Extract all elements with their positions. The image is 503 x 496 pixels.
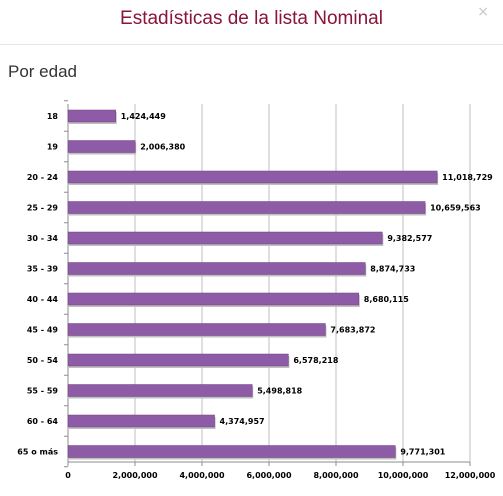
category-label: 20 - 24: [27, 173, 59, 182]
value-label: 8,874,733: [370, 265, 415, 274]
category-label: 60 - 64: [27, 417, 59, 426]
value-label: 1,424,449: [121, 112, 166, 121]
x-tick-label: 6,000,000: [246, 471, 291, 480]
bar: [67, 384, 253, 397]
x-tick-label: 2,000,000: [112, 471, 157, 480]
category-label: 55 - 59: [27, 387, 59, 396]
x-tick-label: 0: [65, 471, 71, 480]
category-label: 50 - 54: [27, 356, 59, 365]
section-title: Por edad: [8, 62, 77, 81]
x-tick-label: 8,000,000: [313, 471, 358, 480]
value-label: 2,006,380: [140, 143, 185, 152]
value-label: 9,771,301: [400, 448, 445, 457]
x-tick-label: 12,000,000: [445, 471, 496, 480]
bar: [67, 201, 426, 214]
bar: [67, 109, 116, 123]
value-label: 11,018,729: [442, 173, 493, 182]
bar: [67, 323, 326, 336]
bar: [67, 170, 438, 184]
category-label: 30 - 34: [27, 234, 59, 243]
x-tick-label: 10,000,000: [378, 471, 429, 480]
bar: [67, 231, 383, 245]
x-tick-label: 4,000,000: [179, 471, 224, 480]
modal-header: Estadísticas de la lista Nominal ×: [0, 0, 503, 45]
bar: [67, 353, 289, 367]
value-label: 6,578,218: [293, 356, 338, 365]
bar: [67, 414, 215, 428]
category-label: 25 - 29: [27, 204, 59, 213]
bar: [67, 445, 396, 458]
close-button[interactable]: ×: [477, 4, 489, 20]
category-label: 40 - 44: [27, 295, 59, 304]
value-label: 7,683,872: [330, 326, 375, 335]
category-label: 18: [47, 112, 59, 121]
value-label: 8,680,115: [364, 295, 409, 304]
category-label: 45 - 49: [27, 326, 59, 335]
value-label: 10,659,563: [430, 204, 481, 213]
value-label: 9,382,577: [387, 234, 432, 243]
bar: [67, 140, 136, 153]
value-label: 4,374,957: [220, 417, 265, 426]
value-label: 5,498,818: [257, 387, 302, 396]
category-label: 19: [47, 143, 59, 152]
bar: [67, 292, 360, 306]
category-label: 65 o más: [17, 448, 58, 457]
bar: [67, 262, 366, 275]
category-label: 35 - 39: [27, 265, 59, 274]
modal-title: Estadísticas de la lista Nominal: [120, 8, 383, 29]
